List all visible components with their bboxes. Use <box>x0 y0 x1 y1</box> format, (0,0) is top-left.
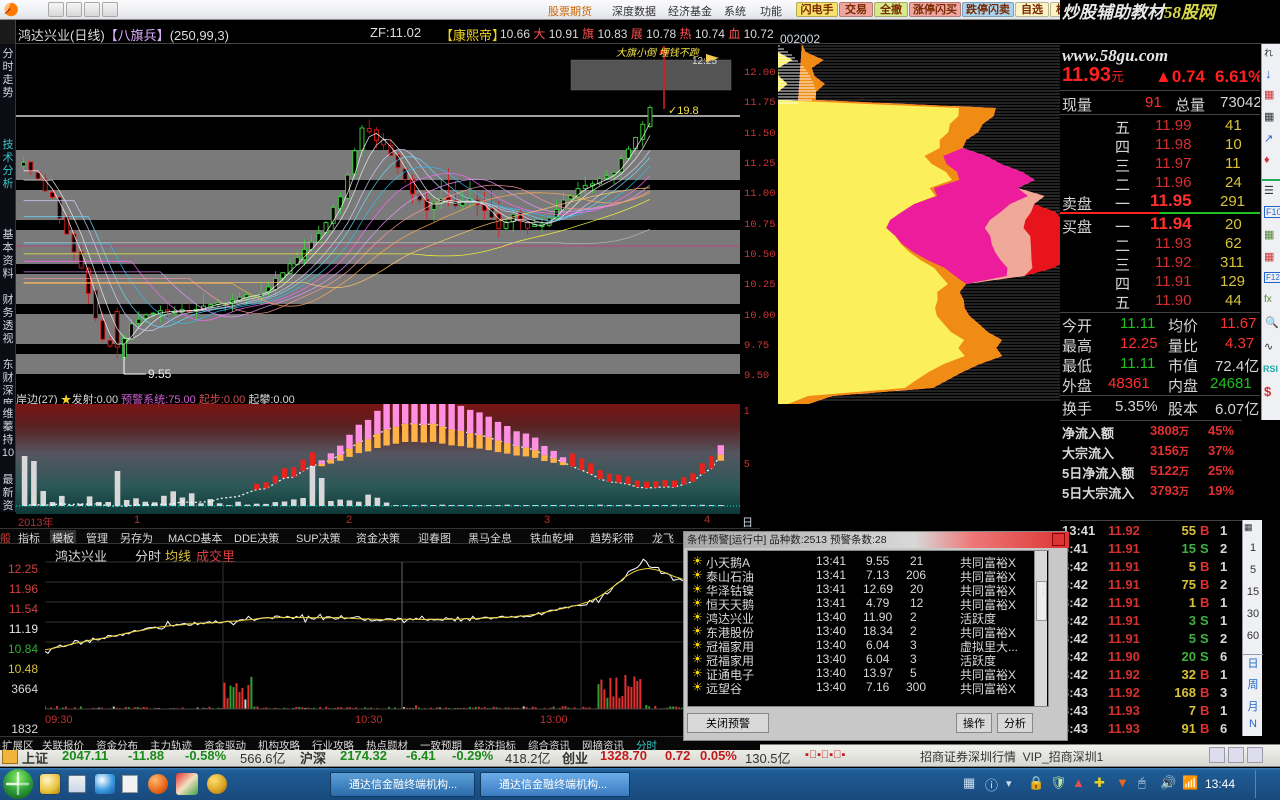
svg-text:大旗小倒 埋钱不跑: 大旗小倒 埋钱不跑 <box>616 47 700 59</box>
svg-text:✓19.8: ✓19.8 <box>668 105 699 117</box>
svg-text:9.55: 9.55 <box>148 367 172 381</box>
